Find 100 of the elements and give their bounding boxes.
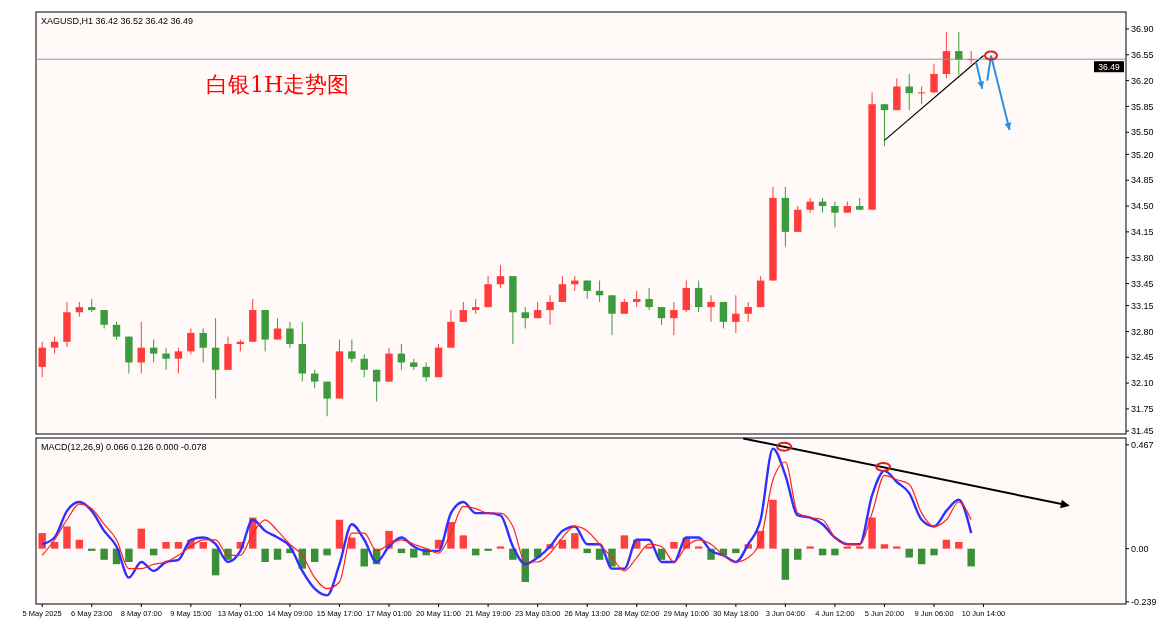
- y-tick-label: 34.50: [1131, 201, 1154, 212]
- bar: [645, 546, 653, 549]
- bar: [410, 548, 418, 558]
- ref-line-label: 36.49: [1098, 61, 1120, 72]
- bar: [769, 499, 777, 549]
- bar: [496, 546, 505, 549]
- candlestick: [645, 287, 653, 311]
- text: 白银1H走势图: [206, 72, 350, 97]
- candlestick: [323, 381, 331, 417]
- candlestick: [149, 339, 158, 363]
- candlestick: [732, 294, 740, 334]
- candlestick: [744, 301, 752, 323]
- candlestick: [893, 77, 901, 111]
- bar: [905, 548, 913, 558]
- bar: [781, 548, 790, 580]
- candlestick: [162, 347, 170, 371]
- y-tick-label: 35.85: [1131, 101, 1154, 112]
- bar: [199, 542, 207, 549]
- candlestick: [174, 347, 183, 374]
- bar: [732, 548, 740, 554]
- bar: [831, 548, 839, 556]
- bar: [955, 542, 963, 549]
- y-tick-label: 36.55: [1131, 49, 1154, 60]
- bar: [100, 548, 108, 560]
- candlestick: [187, 328, 195, 355]
- bar: [125, 548, 133, 562]
- y-tick-label: 31.45: [1131, 426, 1154, 437]
- bar: [620, 535, 629, 549]
- bar: [174, 542, 183, 549]
- annotation: MACD(12,26,9) 0.066 0.126 0.000 -0.078: [41, 442, 207, 452]
- candlestick: [496, 264, 505, 289]
- candlestick: [608, 294, 616, 336]
- bar: [893, 546, 901, 549]
- bar: [211, 548, 220, 576]
- bar: [63, 526, 71, 549]
- candlestick: [484, 275, 492, 308]
- bar: [348, 537, 356, 549]
- bar: [484, 548, 492, 551]
- candlestick: [459, 301, 468, 323]
- bar: [595, 548, 604, 560]
- bar: [75, 539, 84, 549]
- bar: [310, 548, 319, 562]
- bar: [930, 548, 938, 556]
- y-tick-label: 36.20: [1131, 75, 1154, 86]
- candlestick: [211, 317, 220, 400]
- bar: [670, 542, 678, 549]
- y-tick-label: 36.90: [1131, 24, 1154, 35]
- y-tick-label: 33.80: [1131, 252, 1154, 263]
- y-tick-label: -0.239: [1131, 596, 1157, 607]
- y-tick-label: 0.00: [1131, 543, 1149, 554]
- candlestick: [880, 103, 889, 147]
- y-tick-label: 31.75: [1131, 404, 1154, 415]
- candlestick: [273, 317, 282, 341]
- candlestick: [558, 275, 567, 303]
- bar: [843, 546, 852, 549]
- candlestick: [521, 306, 529, 329]
- y-tick-label: 34.15: [1131, 227, 1154, 237]
- y-tick-label: 35.50: [1131, 127, 1154, 138]
- candlestick: [199, 328, 207, 363]
- candlestick: [707, 294, 715, 323]
- candlestick: [100, 309, 108, 329]
- bar: [855, 546, 864, 549]
- annotation: XAGUSD,H1 36.42 36.52 36.42 36.49: [41, 16, 194, 26]
- y-tick-label: 35.20: [1131, 149, 1154, 160]
- y-tick-label: 33.15: [1131, 300, 1154, 311]
- bar: [558, 539, 567, 549]
- candlestick: [806, 197, 814, 214]
- bar: [459, 535, 468, 549]
- bar: [967, 548, 975, 567]
- y-tick-label: 32.80: [1131, 326, 1154, 337]
- y-tick-label: 34.85: [1131, 175, 1154, 186]
- candlestick: [360, 353, 368, 378]
- bar: [868, 517, 876, 549]
- bar: [273, 548, 282, 560]
- bar: [880, 544, 889, 549]
- candlestick: [719, 301, 728, 329]
- bar: [38, 533, 46, 549]
- y-tick-label: 32.45: [1131, 352, 1154, 363]
- bar: [806, 546, 814, 549]
- candlestick: [372, 369, 381, 403]
- y-tick-label: 32.10: [1131, 378, 1154, 389]
- bar: [335, 519, 344, 549]
- candlestick: [422, 361, 430, 383]
- candlestick: [310, 369, 319, 389]
- bar: [323, 548, 331, 556]
- bar: [261, 548, 269, 562]
- bar: [137, 528, 145, 549]
- candlestick: [694, 280, 703, 313]
- candlestick: [38, 341, 46, 378]
- candlestick: [286, 321, 294, 349]
- candlestick: [348, 339, 356, 363]
- candlestick: [930, 63, 938, 94]
- candlestick: [955, 31, 963, 76]
- candlestick: [682, 280, 690, 313]
- bar: [583, 548, 591, 554]
- bar: [162, 542, 170, 549]
- bar: [917, 548, 926, 565]
- y-tick-label: 33.45: [1131, 278, 1154, 289]
- y-tick-label: 0.467: [1131, 440, 1154, 451]
- candlestick: [794, 205, 802, 233]
